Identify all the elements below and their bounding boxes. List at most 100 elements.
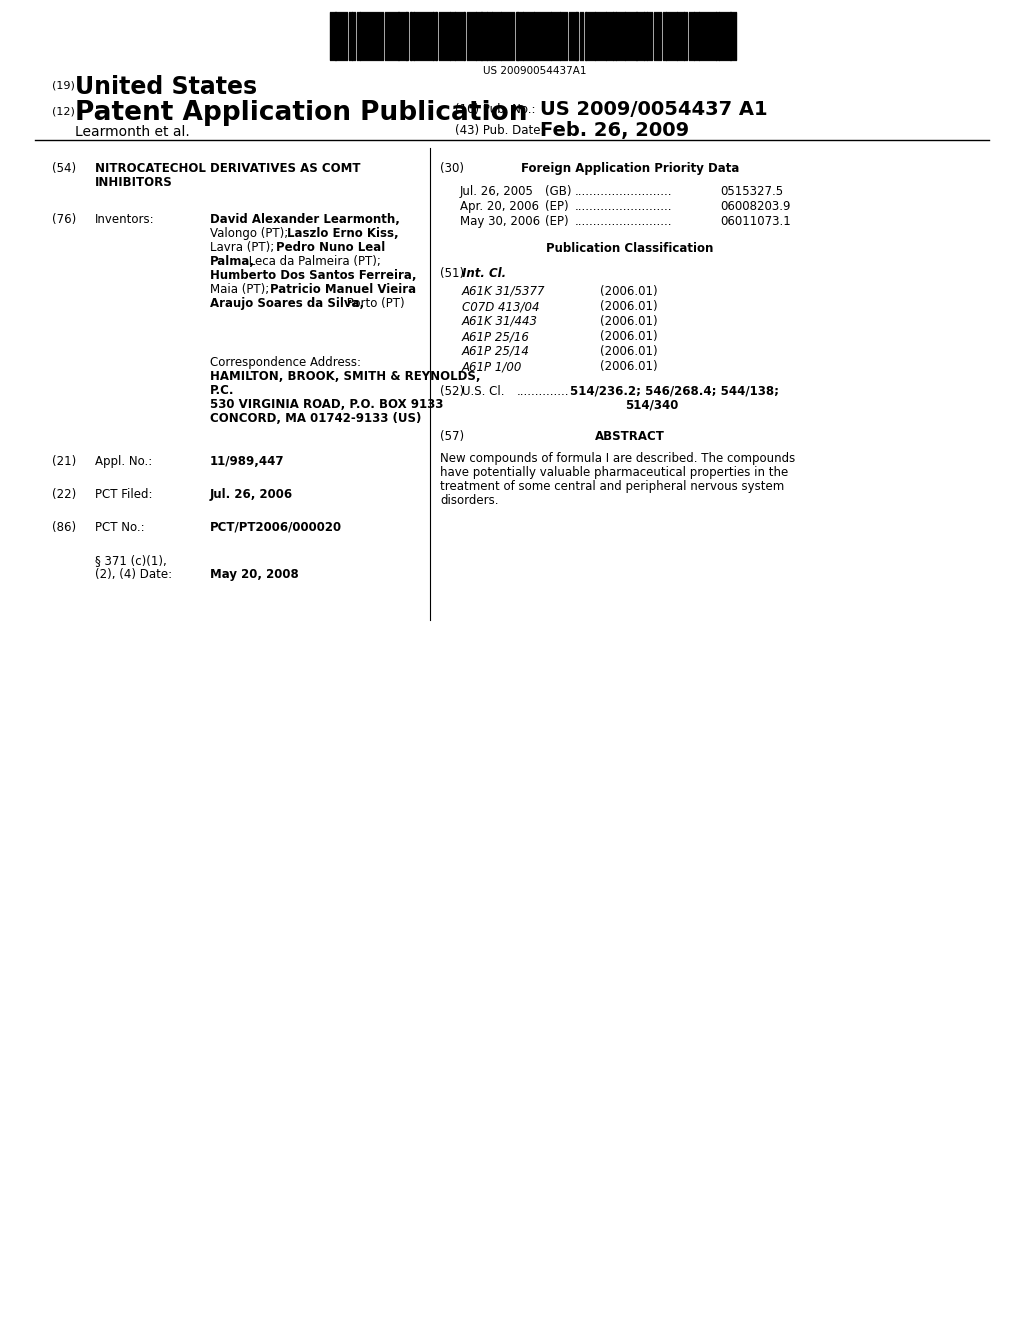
Bar <box>729 12 732 59</box>
Text: (2006.01): (2006.01) <box>600 300 657 313</box>
Bar <box>550 12 552 59</box>
Bar <box>534 12 535 59</box>
Text: (GB): (GB) <box>545 185 571 198</box>
Text: (30): (30) <box>440 162 464 176</box>
Bar <box>435 12 437 59</box>
Text: A61P 25/16: A61P 25/16 <box>462 330 529 343</box>
Text: 530 VIRGINIA ROAD, P.O. BOX 9133: 530 VIRGINIA ROAD, P.O. BOX 9133 <box>210 399 443 411</box>
Text: HAMILTON, BROOK, SMITH & REYNOLDS,: HAMILTON, BROOK, SMITH & REYNOLDS, <box>210 370 480 383</box>
Bar <box>351 12 353 59</box>
Bar <box>585 12 587 59</box>
Text: NITROCATECHOL DERIVATIVES AS COMT: NITROCATECHOL DERIVATIVES AS COMT <box>95 162 360 176</box>
Text: A61P 25/14: A61P 25/14 <box>462 345 529 358</box>
Text: (19): (19) <box>52 81 75 90</box>
Bar <box>559 12 561 59</box>
Bar <box>676 12 678 59</box>
Text: A61K 31/443: A61K 31/443 <box>462 315 538 327</box>
Bar <box>624 12 626 59</box>
Text: (EP): (EP) <box>545 201 568 213</box>
Text: Porto (PT): Porto (PT) <box>343 297 406 310</box>
Text: David Alexander Learmonth,: David Alexander Learmonth, <box>210 213 400 226</box>
Text: May 20, 2008: May 20, 2008 <box>210 568 299 581</box>
Text: 06011073.1: 06011073.1 <box>720 215 791 228</box>
Text: (2006.01): (2006.01) <box>600 330 657 343</box>
Text: Leca da Palmeira (PT);: Leca da Palmeira (PT); <box>245 255 381 268</box>
Text: (10) Pub. No.:: (10) Pub. No.: <box>455 103 536 116</box>
Bar <box>454 12 456 59</box>
Bar <box>612 12 614 59</box>
Bar <box>397 12 400 59</box>
Bar <box>500 12 502 59</box>
Text: (22): (22) <box>52 488 76 502</box>
Text: INHIBITORS: INHIBITORS <box>95 176 173 189</box>
Text: Laszlo Erno Kiss,: Laszlo Erno Kiss, <box>287 227 398 240</box>
Text: (12): (12) <box>52 106 75 116</box>
Text: 0515327.5: 0515327.5 <box>720 185 783 198</box>
Bar <box>334 12 337 59</box>
Text: (21): (21) <box>52 455 76 469</box>
Text: (2006.01): (2006.01) <box>600 360 657 374</box>
Bar <box>522 12 524 59</box>
Bar <box>463 12 465 59</box>
Bar <box>665 12 667 59</box>
Bar <box>490 12 493 59</box>
Bar <box>410 12 412 59</box>
Text: Pedro Nuno Leal: Pedro Nuno Leal <box>276 242 385 253</box>
Text: U.S. Cl.: U.S. Cl. <box>462 385 505 399</box>
Text: (86): (86) <box>52 521 76 535</box>
Text: A61P 1/00: A61P 1/00 <box>462 360 522 374</box>
Text: have potentially valuable pharmaceutical properties in the: have potentially valuable pharmaceutical… <box>440 466 788 479</box>
Text: Apr. 20, 2006: Apr. 20, 2006 <box>460 201 539 213</box>
Text: May 30, 2006: May 30, 2006 <box>460 215 540 228</box>
Text: (2006.01): (2006.01) <box>600 315 657 327</box>
Text: Valongo (PT);: Valongo (PT); <box>210 227 292 240</box>
Text: Lavra (PT);: Lavra (PT); <box>210 242 278 253</box>
Text: (2006.01): (2006.01) <box>600 345 657 358</box>
Text: Maia (PT);: Maia (PT); <box>210 282 273 296</box>
Text: ..........................: .......................... <box>575 201 673 213</box>
Text: 514/340: 514/340 <box>625 399 678 412</box>
Text: (EP): (EP) <box>545 215 568 228</box>
Bar <box>715 12 717 59</box>
Text: Humberto Dos Santos Ferreira,: Humberto Dos Santos Ferreira, <box>210 269 417 282</box>
Text: PCT Filed:: PCT Filed: <box>95 488 153 502</box>
Text: Int. Cl.: Int. Cl. <box>462 267 506 280</box>
Bar <box>643 12 645 59</box>
Bar <box>359 12 361 59</box>
Text: United States: United States <box>75 75 257 99</box>
Text: US 2009/0054437 A1: US 2009/0054437 A1 <box>540 100 768 119</box>
Text: (51): (51) <box>440 267 464 280</box>
Text: Learmonth et al.: Learmonth et al. <box>75 125 189 139</box>
Text: (57): (57) <box>440 430 464 444</box>
Bar <box>615 12 617 59</box>
Text: Correspondence Address:: Correspondence Address: <box>210 356 361 370</box>
Text: ..........................: .......................... <box>575 215 673 228</box>
Text: CONCORD, MA 01742-9133 (US): CONCORD, MA 01742-9133 (US) <box>210 412 421 425</box>
Text: 514/236.2; 546/268.4; 544/138;: 514/236.2; 546/268.4; 544/138; <box>570 385 779 399</box>
Text: (76): (76) <box>52 213 76 226</box>
Bar <box>406 12 408 59</box>
Text: (43) Pub. Date:: (43) Pub. Date: <box>455 124 545 137</box>
Bar <box>516 12 519 59</box>
Bar <box>718 12 720 59</box>
Bar <box>449 12 451 59</box>
Text: (52): (52) <box>440 385 464 399</box>
Bar <box>575 12 578 59</box>
Text: Appl. No.:: Appl. No.: <box>95 455 153 469</box>
Text: Palma,: Palma, <box>210 255 255 268</box>
Text: (2006.01): (2006.01) <box>600 285 657 298</box>
Text: Feb. 26, 2009: Feb. 26, 2009 <box>540 121 689 140</box>
Text: ..........................: .......................... <box>575 185 673 198</box>
Text: Foreign Application Priority Data: Foreign Application Priority Data <box>521 162 739 176</box>
Text: disorders.: disorders. <box>440 494 499 507</box>
Bar <box>432 12 434 59</box>
Text: US 20090054437A1: US 20090054437A1 <box>483 66 587 77</box>
Bar <box>475 12 477 59</box>
Bar <box>413 12 415 59</box>
Text: 06008203.9: 06008203.9 <box>720 201 791 213</box>
Bar <box>646 12 648 59</box>
Text: treatment of some central and peripheral nervous system: treatment of some central and peripheral… <box>440 480 784 492</box>
Text: § 371 (c)(1),: § 371 (c)(1), <box>95 554 167 568</box>
Text: Jul. 26, 2006: Jul. 26, 2006 <box>210 488 293 502</box>
Text: Jul. 26, 2005: Jul. 26, 2005 <box>460 185 534 198</box>
